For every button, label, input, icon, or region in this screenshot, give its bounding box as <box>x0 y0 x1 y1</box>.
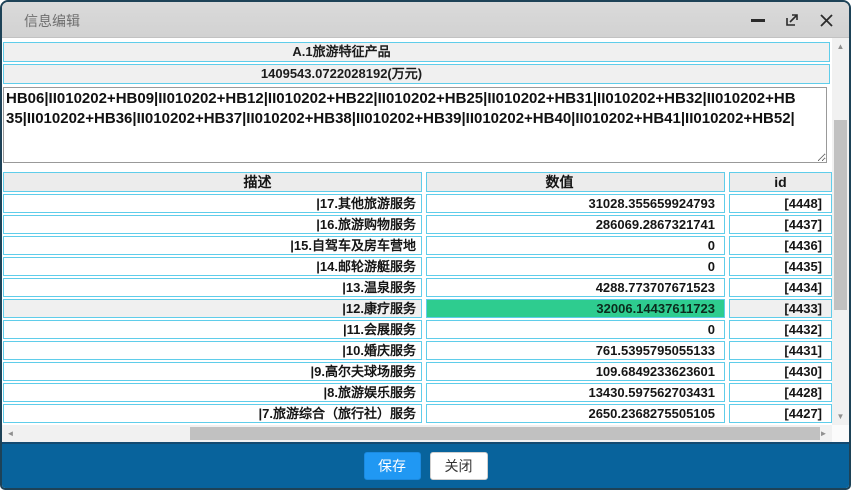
desc-cell[interactable]: |7.旅游综合（旅行社）服务 <box>3 404 422 423</box>
value-cell[interactable]: 0 <box>426 320 725 339</box>
table-header-row: 描述 数值 id <box>3 172 832 192</box>
table-row[interactable]: |15.自驾车及房车营地 0 [4436] <box>3 236 832 255</box>
maximize-icon <box>786 14 798 26</box>
id-cell: [4428] <box>729 383 832 402</box>
desc-cell[interactable]: |11.会展服务 <box>3 320 422 339</box>
formula-textarea[interactable]: HB06|II010202+HB09|II010202+HB12|II01020… <box>3 87 827 163</box>
table-row[interactable]: |17.其他旅游服务 31028.355659924793 [4448] <box>3 194 832 213</box>
scroll-left-arrow[interactable]: ◄ <box>6 429 15 438</box>
summary-category-row: A.1旅游特征产品 <box>3 42 830 62</box>
scroll-right-arrow[interactable]: ► <box>819 429 828 438</box>
value-cell[interactable]: 109.6849233623601 <box>426 362 725 381</box>
column-header-desc[interactable]: 描述 <box>3 172 422 192</box>
id-cell: [4436] <box>729 236 832 255</box>
table-row[interactable]: |13.温泉服务 4288.773707671523 [4434] <box>3 278 832 297</box>
id-cell: [4435] <box>729 257 832 276</box>
window-controls <box>745 8 839 32</box>
table-row[interactable]: |14.邮轮游艇服务 0 [4435] <box>3 257 832 276</box>
table-row[interactable]: |9.高尔夫球场服务 109.6849233623601 [4430] <box>3 362 832 381</box>
value-cell[interactable]: 761.5395795055133 <box>426 341 725 360</box>
minimize-button[interactable] <box>745 8 771 32</box>
id-cell: [4434] <box>729 278 832 297</box>
content-main: A.1旅游特征产品 1409543.0722028192(万元) HB06|II… <box>2 38 832 425</box>
dialog-title: 信息编辑 <box>24 13 80 29</box>
value-cell[interactable]: 13430.597562703431 <box>426 383 725 402</box>
column-header-id[interactable]: id <box>729 172 832 192</box>
vertical-scrollbar[interactable]: ▲ ▼ <box>832 38 849 425</box>
dialog-content: A.1旅游特征产品 1409543.0722028192(万元) HB06|II… <box>2 38 849 442</box>
table-body: |17.其他旅游服务 31028.355659924793 [4448] |16… <box>3 194 832 423</box>
scroll-down-arrow[interactable]: ▼ <box>836 412 845 421</box>
value-cell[interactable]: 286069.2867321741 <box>426 215 725 234</box>
save-button[interactable]: 保存 <box>363 452 421 480</box>
summary-amount-row: 1409543.0722028192(万元) <box>3 64 830 84</box>
value-cell[interactable]: 2650.2368275505105 <box>426 404 725 423</box>
desc-cell[interactable]: |8.旅游娱乐服务 <box>3 383 422 402</box>
table-row-selected[interactable]: |12.康疗服务 32006.14437611723 [4433] <box>3 299 832 318</box>
desc-cell[interactable]: |12.康疗服务 <box>3 299 422 318</box>
desc-cell[interactable]: |13.温泉服务 <box>3 278 422 297</box>
desc-cell[interactable]: |15.自驾车及房车营地 <box>3 236 422 255</box>
horizontal-scrollbar[interactable]: ◄ ► <box>2 425 832 442</box>
value-cell-highlighted[interactable]: 32006.14437611723 <box>426 299 725 318</box>
table-row[interactable]: |11.会展服务 0 [4432] <box>3 320 832 339</box>
id-cell: [4437] <box>729 215 832 234</box>
value-cell[interactable]: 31028.355659924793 <box>426 194 725 213</box>
scroll-up-arrow[interactable]: ▲ <box>836 42 845 51</box>
id-cell: [4432] <box>729 320 832 339</box>
table-row[interactable]: |16.旅游购物服务 286069.2867321741 [4437] <box>3 215 832 234</box>
table-row[interactable]: |10.婚庆服务 761.5395795055133 [4431] <box>3 341 832 360</box>
table-row[interactable]: |7.旅游综合（旅行社）服务 2650.2368275505105 [4427] <box>3 404 832 423</box>
minimize-icon <box>751 18 765 22</box>
value-cell[interactable]: 0 <box>426 236 725 255</box>
horizontal-scrollbar-thumb[interactable] <box>190 427 820 440</box>
vertical-scrollbar-thumb[interactable] <box>834 120 847 310</box>
desc-cell[interactable]: |9.高尔夫球场服务 <box>3 362 422 381</box>
id-cell: [4427] <box>729 404 832 423</box>
scrollbar-corner <box>832 425 849 442</box>
close-icon <box>819 13 833 27</box>
close-button[interactable] <box>813 8 839 32</box>
value-cell[interactable]: 0 <box>426 257 725 276</box>
table-row[interactable]: |8.旅游娱乐服务 13430.597562703431 [4428] <box>3 383 832 402</box>
column-header-value[interactable]: 数值 <box>426 172 725 192</box>
dialog-titlebar[interactable]: 信息编辑 <box>2 2 849 38</box>
dialog-footer: 保存 关闭 <box>2 442 849 488</box>
id-cell: [4431] <box>729 341 832 360</box>
desc-cell[interactable]: |10.婚庆服务 <box>3 341 422 360</box>
summary-category: A.1旅游特征产品 <box>292 44 391 59</box>
maximize-button[interactable] <box>779 8 805 32</box>
id-cell: [4430] <box>729 362 832 381</box>
id-cell: [4448] <box>729 194 832 213</box>
desc-cell[interactable]: |17.其他旅游服务 <box>3 194 422 213</box>
desc-cell[interactable]: |14.邮轮游艇服务 <box>3 257 422 276</box>
id-cell: [4433] <box>729 299 832 318</box>
desc-cell[interactable]: |16.旅游购物服务 <box>3 215 422 234</box>
close-dialog-button[interactable]: 关闭 <box>429 452 488 480</box>
summary-amount: 1409543.0722028192(万元) <box>260 66 423 81</box>
value-cell[interactable]: 4288.773707671523 <box>426 278 725 297</box>
